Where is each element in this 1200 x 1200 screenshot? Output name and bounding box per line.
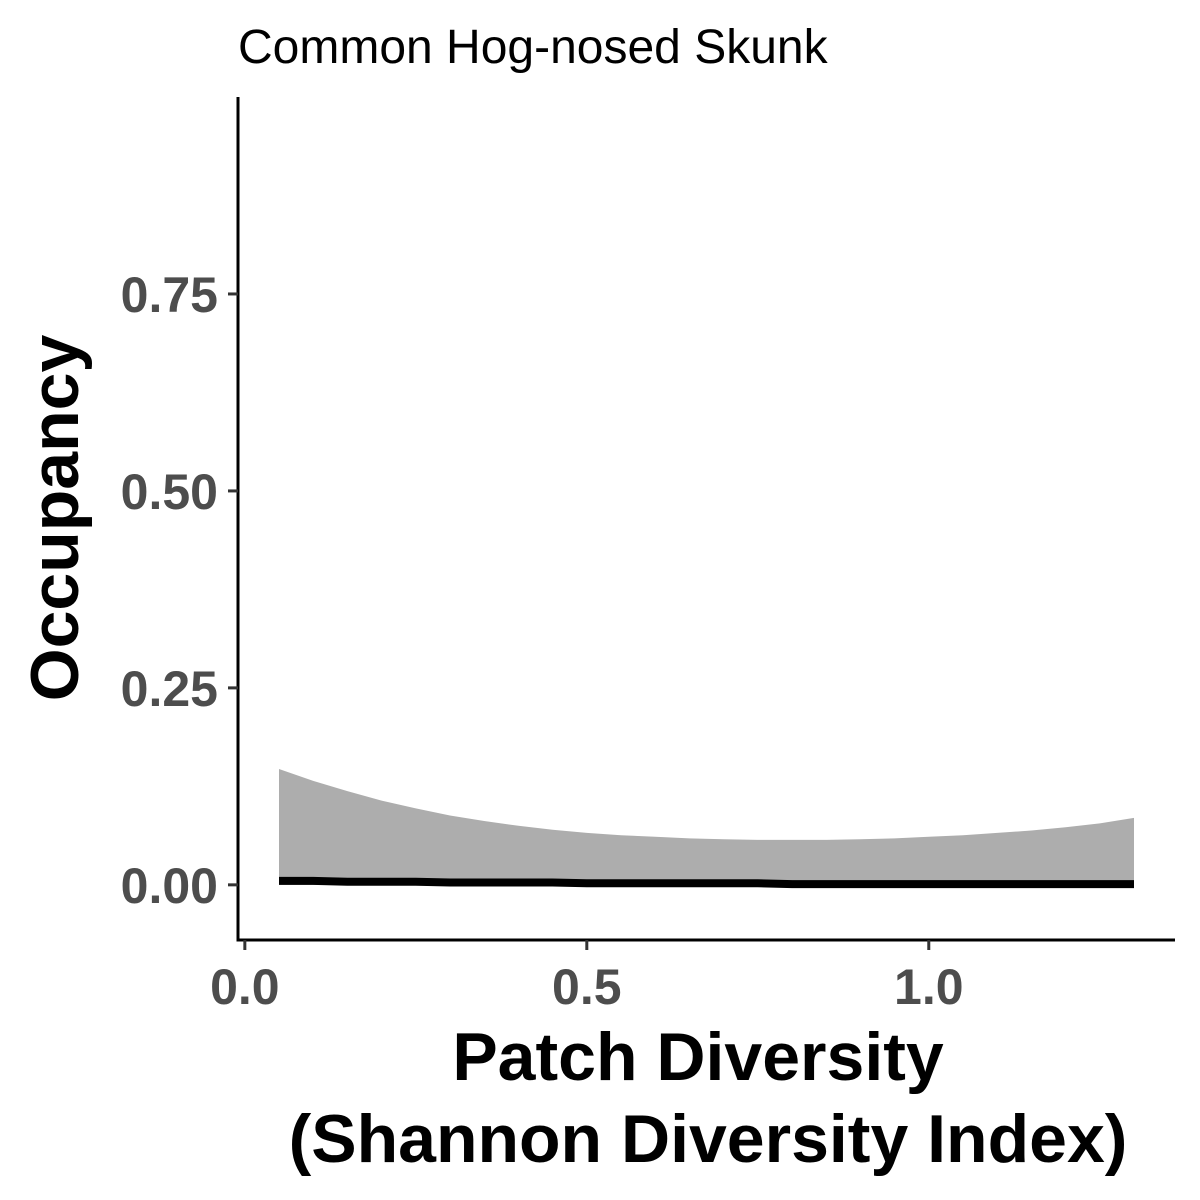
y-tick-label: 0.25 — [121, 661, 218, 717]
plot-area — [279, 769, 1134, 889]
y-tick-label: 0.50 — [121, 464, 218, 520]
x-tick-label: 0.0 — [210, 959, 280, 1015]
y-tick-label: 0.75 — [121, 267, 218, 323]
occupancy-line — [279, 876, 1134, 889]
x-axis-title-line-1: Patch Diversity — [452, 1019, 944, 1095]
y-tick-label: 0.00 — [121, 858, 218, 914]
x-tick-label: 1.0 — [894, 959, 964, 1015]
x-axis-ticks: 0.0 0.5 1.0 — [210, 940, 964, 1015]
y-axis-title: Occupancy — [17, 335, 93, 702]
confidence-ribbon — [279, 769, 1134, 885]
x-tick-label: 0.5 — [552, 959, 622, 1015]
y-axis-ticks: 0.00 0.25 0.50 0.75 — [121, 267, 238, 914]
x-axis-title-line-2: (Shannon Diversity Index) — [289, 1101, 1128, 1177]
chart-title: Common Hog-nosed Skunk — [238, 21, 829, 74]
